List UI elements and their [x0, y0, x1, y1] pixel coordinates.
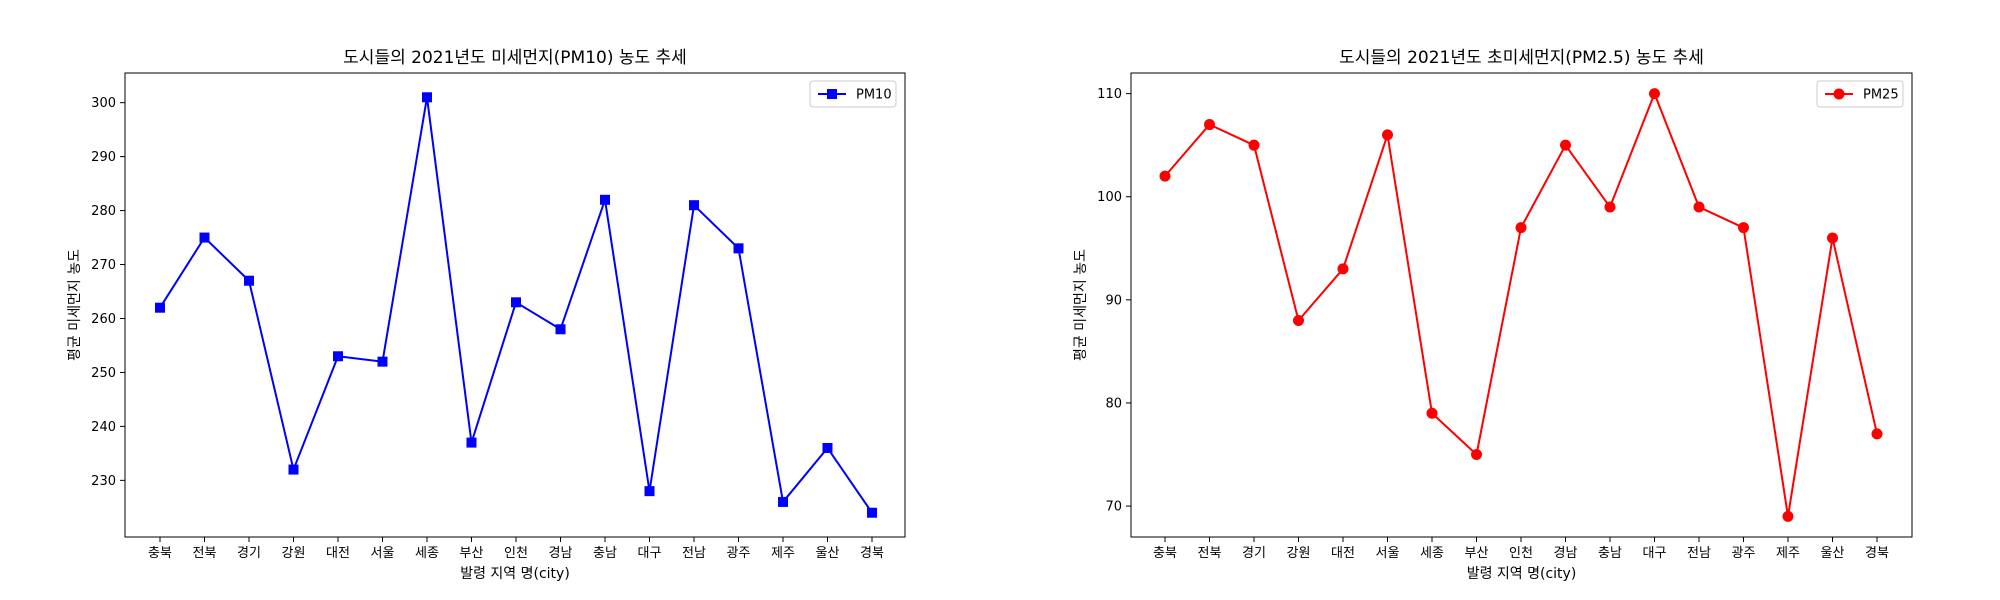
y-tick-label: 230 — [91, 474, 116, 489]
x-tick-label: 경북 — [1865, 546, 1889, 561]
series-line-pm25 — [1164, 92, 1878, 518]
data-point-marker — [511, 297, 521, 308]
data-point-marker — [244, 275, 254, 286]
data-point-marker — [377, 356, 388, 367]
chart-panel-2: 도시들의 2021년도 초미세먼지(PM2.5) 농도 추세 70 80 90 100 1… — [1073, 48, 1913, 582]
data-point-marker — [1515, 222, 1527, 234]
x-tick-label: 인천 — [504, 546, 528, 561]
x-tick-label: 광주 — [1732, 546, 1756, 561]
y-tick-label: 70 — [1105, 500, 1122, 515]
x-tick-label: 충북 — [1153, 546, 1177, 561]
x-tick-label: 충남 — [1598, 546, 1622, 561]
x-tick-label: 대구 — [1643, 546, 1667, 561]
data-point-marker — [1382, 129, 1393, 141]
x-tick-label: 대전 — [1331, 546, 1355, 561]
data-point-marker — [199, 232, 210, 243]
x-tick-label: 강원 — [1287, 546, 1311, 561]
x-tick-label: 부산 — [460, 546, 484, 561]
x-tick-label: 경남 — [1554, 546, 1578, 561]
data-point-marker — [555, 324, 566, 335]
y-tick-label: 260 — [91, 312, 116, 327]
x-tick-label: 대구 — [638, 546, 662, 561]
y-axis-label: 평균 미세먼지 농도 — [67, 249, 83, 361]
data-point-marker — [1293, 314, 1304, 326]
y-tick-label: 100 — [1097, 190, 1122, 205]
chart-title: 도시들의 2021년도 미세먼지(PM10) 농도 추세 — [343, 48, 687, 68]
x-tick-label: 강원 — [282, 546, 306, 561]
legend-box — [809, 80, 897, 108]
data-point-marker — [1426, 407, 1438, 419]
legend-marker — [827, 89, 837, 99]
x-tick-label: 경북 — [860, 546, 884, 561]
x-tick-label: 전남 — [1687, 546, 1711, 561]
x-tick-label: 경기 — [237, 546, 261, 561]
data-point-marker — [1604, 201, 1616, 213]
y-tick-label: 290 — [91, 150, 116, 165]
x-tick-label: 광주 — [727, 546, 751, 561]
data-point-marker — [689, 200, 699, 211]
y-tick-label: 90 — [1105, 293, 1122, 308]
data-point-marker — [1827, 232, 1838, 244]
data-point-marker — [1248, 139, 1260, 151]
x-tick-label: 세종 — [415, 546, 439, 561]
x-tick-label: 충남 — [593, 546, 617, 561]
y-tick-label: 110 — [1097, 87, 1122, 102]
legend-marker — [1833, 88, 1845, 100]
data-point-marker — [466, 437, 477, 448]
data-point-marker — [155, 302, 165, 313]
legend-label: PM25 — [1863, 88, 1899, 103]
x-tick-label: 울산 — [816, 546, 840, 561]
data-point-marker — [333, 351, 343, 362]
data-point-marker — [1471, 449, 1482, 461]
data-point-marker — [1871, 428, 1883, 440]
y-tick-label: 280 — [91, 204, 116, 219]
data-point-marker — [1782, 510, 1794, 522]
plot-frame — [124, 72, 906, 538]
x-axis-label: 발령 지역 명(city) — [1467, 566, 1577, 582]
data-point-marker — [1693, 201, 1705, 213]
x-tick-label: 경기 — [1242, 546, 1266, 561]
y-axis-label: 평균 미세먼지 농도 — [1073, 249, 1089, 361]
x-tick-label: 전남 — [682, 546, 706, 561]
data-point-marker — [288, 464, 299, 475]
data-point-marker — [1560, 139, 1571, 151]
data-point-marker — [733, 243, 744, 254]
legend-label: PM10 — [856, 88, 892, 103]
data-point-marker — [1337, 263, 1349, 275]
y-tick-label: 80 — [1105, 396, 1122, 411]
y-tick-label: 270 — [91, 258, 116, 273]
y-tick-label: 250 — [91, 366, 116, 381]
chart-panel-1: 도시들의 2021년도 미세먼지(PM10) 농도 추세 230 240 250 260… — [67, 48, 906, 582]
data-point-marker — [644, 486, 655, 497]
data-point-marker — [778, 496, 788, 507]
x-tick-label: 인천 — [1509, 546, 1533, 561]
data-point-marker — [1738, 222, 1749, 234]
x-tick-label: 경남 — [549, 546, 573, 561]
x-tick-label: 서울 — [371, 546, 395, 561]
x-tick-label: 울산 — [1821, 546, 1845, 561]
x-tick-label: 제주 — [1776, 546, 1800, 561]
x-axis-label: 발령 지역 명(city) — [460, 566, 570, 582]
x-tick-label: 전북 — [1198, 546, 1222, 561]
x-tick-label: 부산 — [1465, 546, 1489, 561]
x-tick-label: 제주 — [771, 546, 795, 561]
data-point-marker — [1649, 88, 1660, 100]
x-tick-label: 충북 — [148, 546, 172, 561]
y-tick-label: 240 — [91, 420, 116, 435]
data-point-marker — [1159, 170, 1171, 182]
x-tick-label: 대전 — [326, 546, 350, 561]
data-point-marker — [1204, 119, 1215, 131]
legend-box — [1816, 80, 1904, 108]
y-tick-label: 300 — [91, 96, 116, 111]
x-tick-label: 전북 — [193, 546, 217, 561]
chart-title: 도시들의 2021년도 초미세먼지(PM2.5) 농도 추세 — [1339, 48, 1704, 68]
x-tick-label: 세종 — [1420, 546, 1444, 561]
data-point-marker — [422, 92, 432, 103]
data-point-marker — [867, 507, 877, 518]
data-point-marker — [822, 442, 833, 453]
data-point-marker — [600, 194, 610, 205]
x-tick-label: 서울 — [1376, 546, 1400, 561]
